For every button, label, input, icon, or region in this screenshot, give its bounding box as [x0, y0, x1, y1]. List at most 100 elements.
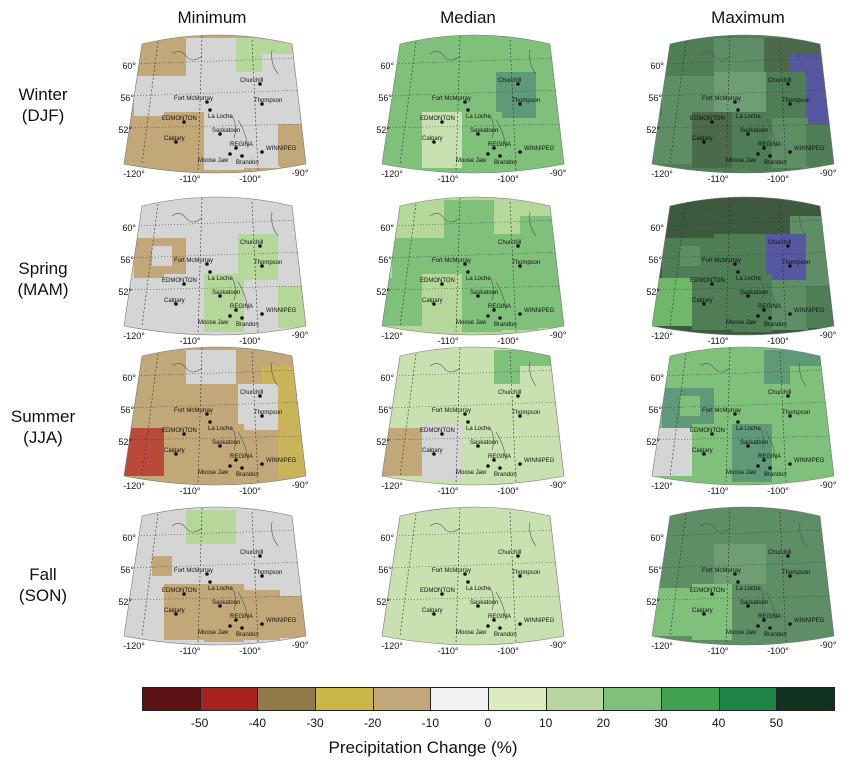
city-label: Thompson — [782, 570, 810, 576]
city-dot — [768, 154, 772, 158]
lat-label-60: 60° — [122, 533, 136, 543]
water-feature — [171, 361, 279, 461]
latitude-line — [653, 285, 834, 291]
city-dot — [258, 394, 262, 398]
latitude-line — [125, 285, 306, 291]
province-boundary — [669, 513, 687, 637]
climate-region — [462, 274, 502, 332]
city-label: Saskatoon — [470, 128, 498, 134]
climate-region — [714, 350, 764, 384]
city-dot — [208, 420, 212, 424]
city-dot — [182, 432, 186, 436]
climate-region — [536, 596, 564, 638]
city-label: Brandon — [764, 472, 787, 478]
map-svg: Churchill Thompson Fort McMurray La Loche ED… — [376, 346, 567, 496]
climate-region — [124, 278, 164, 326]
city-dot — [518, 150, 522, 154]
city-dot — [518, 414, 522, 418]
lon-label-120: -120° — [381, 169, 403, 179]
lon-label-90: -90° — [550, 168, 567, 178]
city-label: Churchill — [240, 550, 263, 556]
city-dot — [463, 262, 467, 266]
city-label: Brandon — [494, 322, 517, 328]
city-label: La Loche — [466, 586, 491, 592]
latitude-line — [125, 595, 306, 601]
city-label: Moose Jaw — [198, 630, 229, 636]
city-label: Moose Jaw — [198, 158, 229, 164]
city-dot — [788, 312, 792, 316]
province-boundary — [455, 35, 461, 173]
legend-swatch — [603, 687, 662, 711]
city-dot — [498, 316, 502, 320]
province-boundary — [725, 197, 731, 335]
lon-label-110: -110° — [438, 486, 459, 496]
lon-label-100: -100° — [239, 336, 261, 346]
city-label: REGINA — [488, 454, 511, 460]
climate-region — [444, 544, 496, 584]
climate-region — [140, 206, 186, 238]
province-boundary — [197, 197, 203, 335]
climate-region — [444, 38, 494, 72]
climate-region — [382, 116, 422, 164]
city-label: WINNIPEG — [266, 458, 297, 464]
climate-region — [444, 510, 494, 544]
city-dot — [788, 414, 792, 418]
legend-swatch — [315, 687, 374, 711]
city-dot — [486, 464, 490, 468]
city-label: Calgary — [164, 136, 185, 142]
city-dot — [498, 626, 502, 630]
legend-tick-label: -40 — [248, 716, 266, 730]
climate-region — [496, 234, 536, 280]
city-label: Fort McMurray — [702, 408, 741, 414]
climate-region — [238, 544, 278, 590]
city-dot — [208, 270, 212, 274]
city-dot — [786, 82, 790, 86]
city-dot — [260, 312, 264, 316]
city-dot — [733, 412, 737, 416]
legend-swatch — [661, 687, 720, 711]
city-dot — [756, 464, 760, 468]
climate-region — [398, 206, 444, 238]
climate-region — [186, 234, 238, 274]
city-dot — [228, 624, 232, 628]
climate-region — [462, 584, 502, 642]
city-label: EDMONTON — [690, 428, 725, 434]
city-dot — [476, 444, 480, 448]
city-label: Churchill — [768, 390, 791, 396]
city-dot — [205, 262, 209, 266]
climate-region — [732, 584, 772, 642]
climate-region — [410, 556, 430, 576]
latitude-line — [131, 369, 303, 377]
province-boundary — [455, 197, 461, 335]
city-label: Thompson — [512, 98, 540, 104]
province-boundary — [509, 201, 517, 333]
climate-region — [766, 72, 806, 118]
climate-region — [410, 396, 430, 416]
city-label: Fort McMurray — [432, 258, 471, 264]
city-label: Saskatoon — [212, 128, 240, 134]
province-boundary — [725, 507, 731, 645]
city-dot — [174, 452, 178, 456]
lon-label-120: -120° — [651, 331, 673, 341]
city-dot — [476, 604, 480, 608]
city-label: Saskatoon — [212, 600, 240, 606]
city-label: WINNIPEG — [794, 146, 825, 152]
city-dot — [240, 466, 244, 470]
city-dot — [218, 132, 222, 136]
climate-region — [536, 436, 564, 478]
province-boundary — [251, 511, 259, 643]
row-header-spring: Spring (MAM) — [8, 258, 78, 300]
latitude-line — [389, 529, 561, 537]
climate-region — [382, 588, 422, 636]
city-dot — [240, 316, 244, 320]
city-label: Thompson — [254, 410, 282, 416]
climate-region — [238, 72, 278, 118]
city-dot — [260, 574, 264, 578]
climate-region — [278, 596, 306, 638]
lat-label-60: 60° — [122, 61, 136, 71]
city-label: Thompson — [782, 98, 810, 104]
water-feature — [171, 211, 279, 311]
water-feature — [429, 521, 537, 621]
city-label: Calgary — [692, 136, 713, 142]
lon-label-100: -100° — [497, 486, 519, 496]
